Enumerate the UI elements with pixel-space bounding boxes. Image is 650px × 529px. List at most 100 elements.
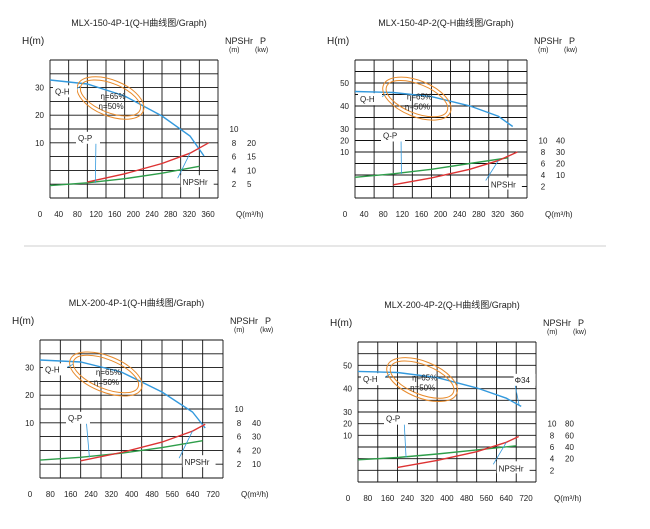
npshr-tick-label: 10 [235,405,244,414]
q-axis-unit: Q(m³/h) [236,210,264,219]
h-tick-label: 30 [25,364,34,373]
h-tick-label: 30 [343,408,352,417]
q-tick-label: 120 [396,210,410,219]
p-tick-label: 60 [565,431,574,440]
q-tick-label: 40 [54,210,63,219]
npshr-tick-label: 4 [237,446,242,455]
q-tick-label: 160 [381,494,395,503]
efficiency-label-50: η=50% [405,103,430,112]
npshr-label: NPSHr [185,458,210,467]
npshr-header: NPSHr [225,36,253,46]
q-tick-label: 400 [125,490,139,499]
npshr-label: NPSHr [491,181,516,190]
q-tick-label: 320 [420,494,434,503]
p-unit: (kw) [573,329,586,336]
npshr-tick-label: 10 [230,125,239,134]
p-tick-label: 30 [556,148,565,157]
q-tick-label: 160 [108,210,122,219]
h-axis-unit: H(m) [12,316,34,327]
npshr-unit: (m) [234,327,245,334]
p-tick-label: 40 [565,443,574,452]
p-unit: (kw) [255,47,268,54]
q-tick-label: 80 [379,210,388,219]
q-tick-label: 200 [434,210,448,219]
chart-title: MLX-150-4P-1(Q-H曲线图/Graph) [71,17,207,28]
chart-grid [355,60,527,198]
h-tick-label: 40 [343,385,352,394]
p-tick-label: 15 [247,153,256,162]
q-axis-unit: Q(m³/h) [545,210,573,219]
efficiency-label-65: η=65% [96,368,121,377]
q-tick-label: 560 [166,490,180,499]
q-tick-label: 400 [440,494,454,503]
q-tick-label: 560 [480,494,494,503]
q-tick-label: 320 [491,210,505,219]
npshr-header: NPSHr [230,316,258,326]
q-tick-label: 0 [343,210,348,219]
qp-label-leader [95,138,96,183]
p-unit: (kw) [564,47,577,54]
efficiency-label-65: η=65% [412,374,437,383]
q-tick-label: 160 [415,210,429,219]
p-tick-label: 20 [247,139,256,148]
h-tick-label: 30 [35,84,44,93]
npshr-label: NPSHr [499,464,524,473]
q-tick-label: 280 [164,210,178,219]
h-tick-label: 20 [25,391,34,400]
impeller-diameter-label: Φ34 [515,376,531,385]
qp-label: Q-P [68,414,82,423]
npshr-label: NPSHr [183,178,208,187]
q-tick-label: 200 [127,210,141,219]
npshr-tick-label: 2 [232,180,237,189]
q-tick-label: 720 [519,494,533,503]
q-tick-label: 80 [73,210,82,219]
efficiency-label-65: η=65% [100,92,125,101]
q-tick-label: 80 [363,494,372,503]
npshr-tick-label: 2 [550,466,555,475]
q-tick-label: 160 [64,490,78,499]
chart-title: MLX-200-4P-2(Q-H曲线图/Graph) [384,299,520,310]
q-tick-label: 40 [360,210,369,219]
p-tick-label: 40 [556,137,565,146]
npshr-tick-label: 2 [541,183,546,192]
chart-title: MLX-150-4P-2(Q-H曲线图/Graph) [378,17,514,28]
efficiency-label-50: η=50% [94,378,119,387]
qh-label: Q-H [45,365,60,374]
h-tick-label: 10 [340,148,349,157]
p-tick-label: 80 [565,420,574,429]
efficiency-label-50: η=50% [410,384,435,393]
h-tick-label: 10 [35,139,44,148]
qh-label: Q-H [55,87,70,96]
npshr-tick-label: 10 [539,137,548,146]
p-header: P [265,316,271,326]
h-axis-unit: H(m) [22,36,44,47]
q-tick-label: 320 [105,490,119,499]
efficiency-label-65: η=65% [407,93,432,102]
h-tick-label: 50 [340,79,349,88]
npshr-tick-label: 4 [232,166,237,175]
q-tick-label: 480 [460,494,474,503]
qp-label: Q-P [386,415,400,424]
npshr-tick-label: 2 [237,460,242,469]
h-tick-label: 10 [25,419,34,428]
npshr-tick-label: 6 [232,153,237,162]
npshr-tick-label: 8 [541,148,546,157]
q-tick-label: 640 [500,494,514,503]
q-axis-unit: Q(m³/h) [554,494,582,503]
npshr-tick-label: 8 [550,431,555,440]
p-tick-label: 30 [252,433,261,442]
q-tick-label: 640 [186,490,200,499]
npshr-tick-label: 8 [237,419,242,428]
q-tick-label: 720 [206,490,220,499]
p-unit: (kw) [260,327,273,334]
q-tick-label: 360 [510,210,524,219]
q-tick-label: 240 [453,210,467,219]
q-axis-unit: Q(m³/h) [241,490,269,499]
q-tick-label: 0 [346,494,351,503]
h-axis-unit: H(m) [327,36,349,47]
q-tick-label: 360 [201,210,215,219]
